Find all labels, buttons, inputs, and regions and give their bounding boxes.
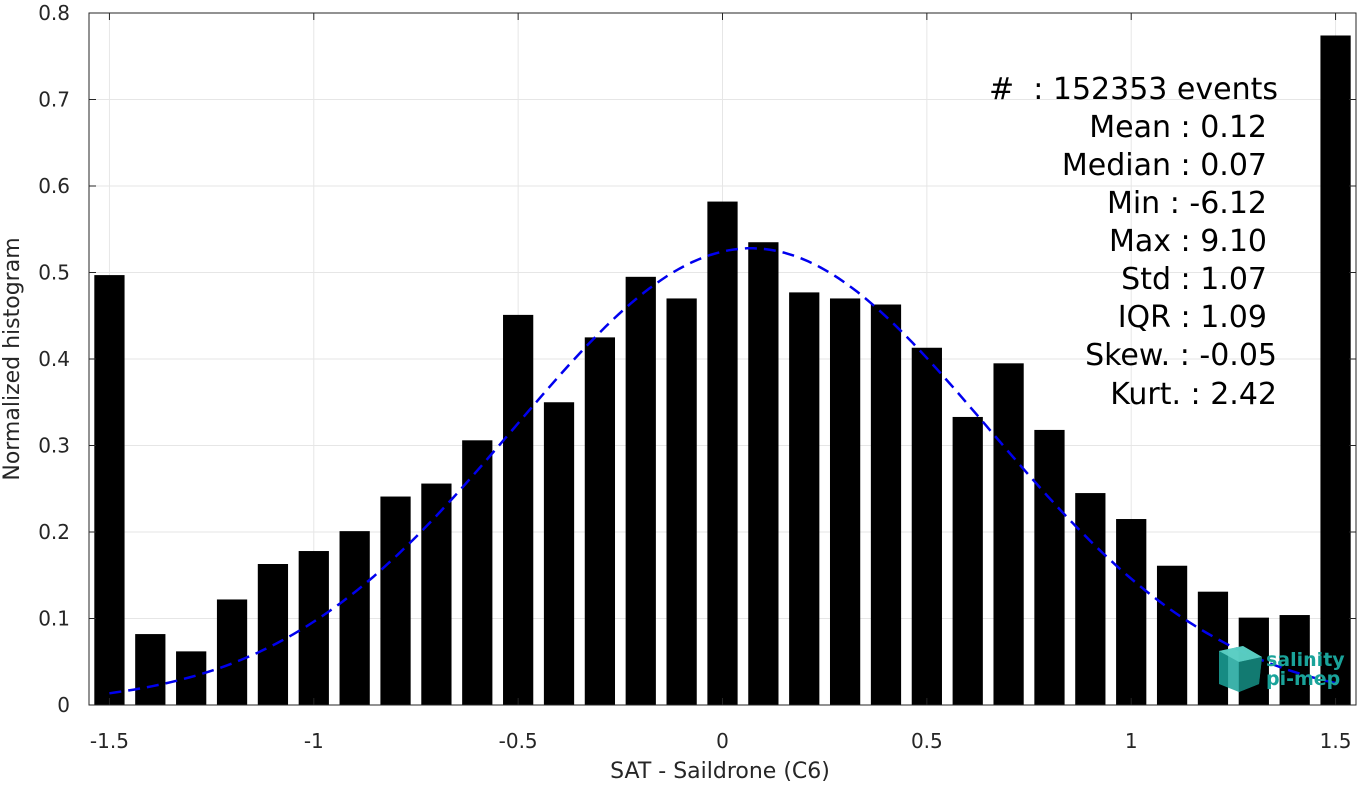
histogram-bar — [462, 440, 493, 705]
histogram-bar — [380, 496, 411, 705]
y-tick-label: 0.4 — [38, 347, 70, 371]
histogram-bar — [707, 201, 738, 705]
histogram-bar — [584, 337, 616, 705]
logo-line-1: salinity — [1266, 649, 1345, 671]
x-tick-label: -0.5 — [499, 729, 538, 753]
x-tick-label: 0.5 — [911, 729, 943, 753]
histogram-bar — [1279, 615, 1310, 705]
histogram-bar — [543, 402, 575, 705]
x-tick-label: -1 — [304, 729, 324, 753]
y-tick-label: 0.2 — [38, 520, 70, 544]
x-axis-label: SAT - Saildrone (C6) — [610, 759, 830, 784]
histogram-bar — [870, 304, 902, 705]
stats-iqr: IQR : 1.09 — [1118, 300, 1267, 335]
y-tick-label: 0.3 — [38, 434, 70, 458]
y-tick-label: 0.7 — [38, 88, 70, 112]
x-tick-labels: -1.5 -1 -0.5 0 0.5 1 1.5 — [90, 729, 1352, 753]
stats-min: Min : -6.12 — [1107, 186, 1267, 221]
histogram-bar — [1075, 493, 1106, 705]
histogram-bar — [1156, 565, 1188, 705]
histogram-bar — [339, 531, 370, 705]
logo-line-2: pi-mep — [1266, 668, 1340, 690]
histogram-bar — [625, 276, 656, 705]
y-tick-label: 0.8 — [38, 1, 70, 25]
histogram-bar — [666, 298, 697, 705]
stats-std: Std : 1.07 — [1121, 262, 1267, 297]
x-tick-label: 1 — [1125, 729, 1138, 753]
stats-events: # : 152353 events — [989, 72, 1278, 107]
histogram-bar — [993, 363, 1024, 705]
histogram-bar — [911, 347, 942, 705]
histogram-bar — [257, 564, 289, 705]
histogram-bar — [94, 275, 125, 705]
x-tick-label: 1.5 — [1320, 729, 1352, 753]
statistics-box: # : 152353 events Mean : 0.12 Median : 0… — [989, 72, 1278, 412]
histogram-bar — [421, 483, 452, 705]
stats-median: Median : 0.07 — [1062, 148, 1267, 183]
y-tick-label: 0.5 — [38, 261, 70, 285]
histogram-bar — [216, 599, 248, 705]
y-tick-labels: 0 0.1 0.2 0.3 0.4 0.5 0.6 0.7 0.8 — [38, 1, 70, 717]
histogram-bar — [1320, 35, 1351, 706]
x-tick-label: 0 — [716, 729, 729, 753]
histogram-bar — [503, 314, 534, 705]
y-tick-label: 0 — [57, 693, 70, 717]
y-tick-label: 0.6 — [38, 174, 70, 198]
y-axis-label: Normalized histogram — [0, 237, 25, 480]
histogram-bars — [94, 35, 1351, 706]
stats-mean: Mean : 0.12 — [1089, 110, 1267, 145]
histogram-bar — [1197, 591, 1229, 705]
gaussian-fit-curve — [109, 247, 1336, 695]
logo-cube-icon — [1219, 646, 1262, 692]
stats-skew: Skew. : -0.05 — [1085, 338, 1277, 373]
histogram-bar — [1034, 429, 1065, 705]
stats-kurt: Kurt. : 2.42 — [1110, 377, 1277, 412]
histogram-bar — [789, 292, 820, 705]
histogram-bar — [829, 298, 861, 705]
histogram-bar — [1116, 519, 1147, 705]
x-tick-label: -1.5 — [90, 729, 129, 753]
salinity-pimep-logo: salinity pi-mep — [1219, 646, 1345, 692]
axis-ticks — [89, 12, 1356, 706]
histogram-bar — [748, 242, 779, 705]
histogram-bar — [298, 551, 329, 705]
y-tick-label: 0.1 — [38, 607, 70, 631]
histogram-bar — [952, 416, 983, 705]
histogram-bar — [135, 634, 166, 705]
stats-max: Max : 9.10 — [1109, 224, 1267, 259]
